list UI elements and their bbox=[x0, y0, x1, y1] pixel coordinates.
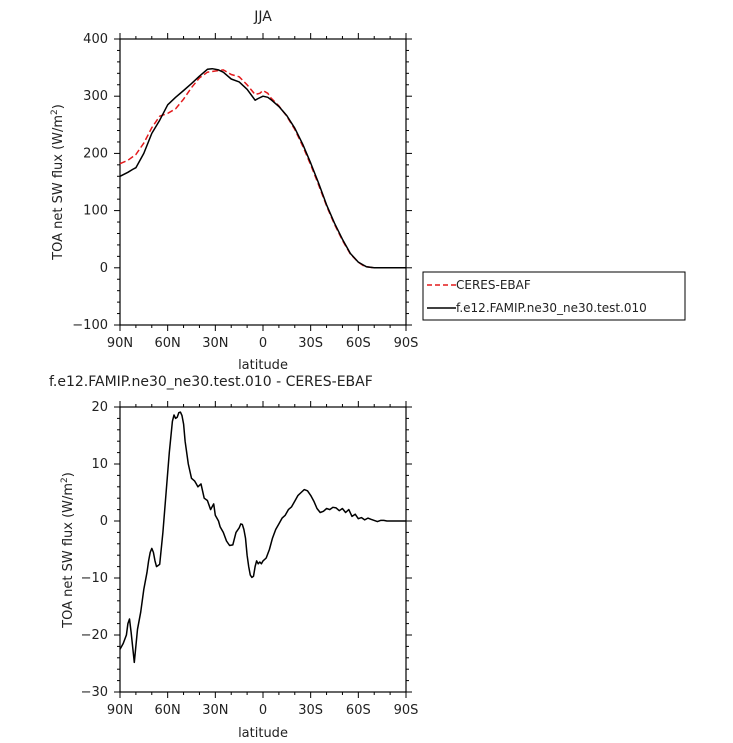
y-axis-ticks: −100 0 100 200 300 400 bbox=[72, 32, 412, 333]
difference-panel: f.e12.FAMIP.ne30_ne30.test.010 - CERES-E… bbox=[49, 374, 418, 741]
y-tick-label: −30 bbox=[81, 685, 108, 700]
y-axis-label: TOA net SW flux (W/m2) bbox=[50, 104, 66, 261]
x-axis-label: latitude bbox=[238, 358, 288, 373]
y-tick-label: −20 bbox=[81, 628, 108, 643]
y-tick-label: 10 bbox=[91, 457, 108, 472]
x-tick-label: 60S bbox=[346, 703, 371, 718]
x-tick-label: 60N bbox=[155, 336, 181, 351]
y-tick-label: −10 bbox=[81, 571, 108, 586]
series-lines bbox=[119, 67, 406, 269]
y-tick-label: −100 bbox=[72, 318, 108, 333]
y-tick-label: 0 bbox=[100, 261, 108, 276]
ceres-ebaf-line bbox=[119, 69, 406, 269]
plot-frame bbox=[119, 406, 407, 693]
legend-label-ceres: CERES-EBAF bbox=[456, 278, 531, 292]
y-tick-label: 300 bbox=[83, 89, 108, 104]
y-axis-ticks: −30 −20 −10 0 10 20 bbox=[81, 400, 412, 700]
y-tick-label: 20 bbox=[91, 400, 108, 415]
x-axis-label: latitude bbox=[238, 726, 288, 741]
difference-line bbox=[119, 411, 406, 664]
y-tick-label: 400 bbox=[83, 32, 108, 47]
x-tick-label: 30S bbox=[298, 703, 323, 718]
series-lines bbox=[119, 411, 406, 664]
model-line bbox=[119, 67, 406, 269]
y-axis-label: TOA net SW flux (W/m2) bbox=[60, 472, 76, 629]
legend-label-model: f.e12.FAMIP.ne30_ne30.test.010 bbox=[456, 301, 647, 315]
x-axis-ticks: 90N 60N 30N 0 30S 60S 90S bbox=[107, 401, 419, 718]
x-tick-label: 60S bbox=[346, 336, 371, 351]
y-tick-label: 0 bbox=[100, 514, 108, 529]
x-tick-label: 0 bbox=[259, 336, 267, 351]
plot-frame bbox=[119, 38, 407, 326]
plot-title: f.e12.FAMIP.ne30_ne30.test.010 - CERES-E… bbox=[49, 374, 373, 390]
x-tick-label: 60N bbox=[155, 703, 181, 718]
x-tick-label: 30N bbox=[202, 336, 228, 351]
x-tick-label: 30N bbox=[202, 703, 228, 718]
plot-title: JJA bbox=[253, 9, 272, 25]
legend-box bbox=[422, 271, 686, 321]
x-tick-label: 30S bbox=[298, 336, 323, 351]
x-tick-label: 90S bbox=[394, 703, 419, 718]
x-axis-ticks: 90N 60N 30N 0 30S 60S 90S bbox=[107, 33, 419, 351]
y-tick-label: 200 bbox=[83, 146, 108, 161]
y-tick-label: 100 bbox=[83, 204, 108, 219]
x-tick-label: 90S bbox=[394, 336, 419, 351]
x-tick-label: 90N bbox=[107, 703, 133, 718]
legend: CERES-EBAF f.e12.FAMIP.ne30_ne30.test.01… bbox=[422, 271, 686, 321]
x-tick-label: 90N bbox=[107, 336, 133, 351]
x-tick-label: 0 bbox=[259, 703, 267, 718]
